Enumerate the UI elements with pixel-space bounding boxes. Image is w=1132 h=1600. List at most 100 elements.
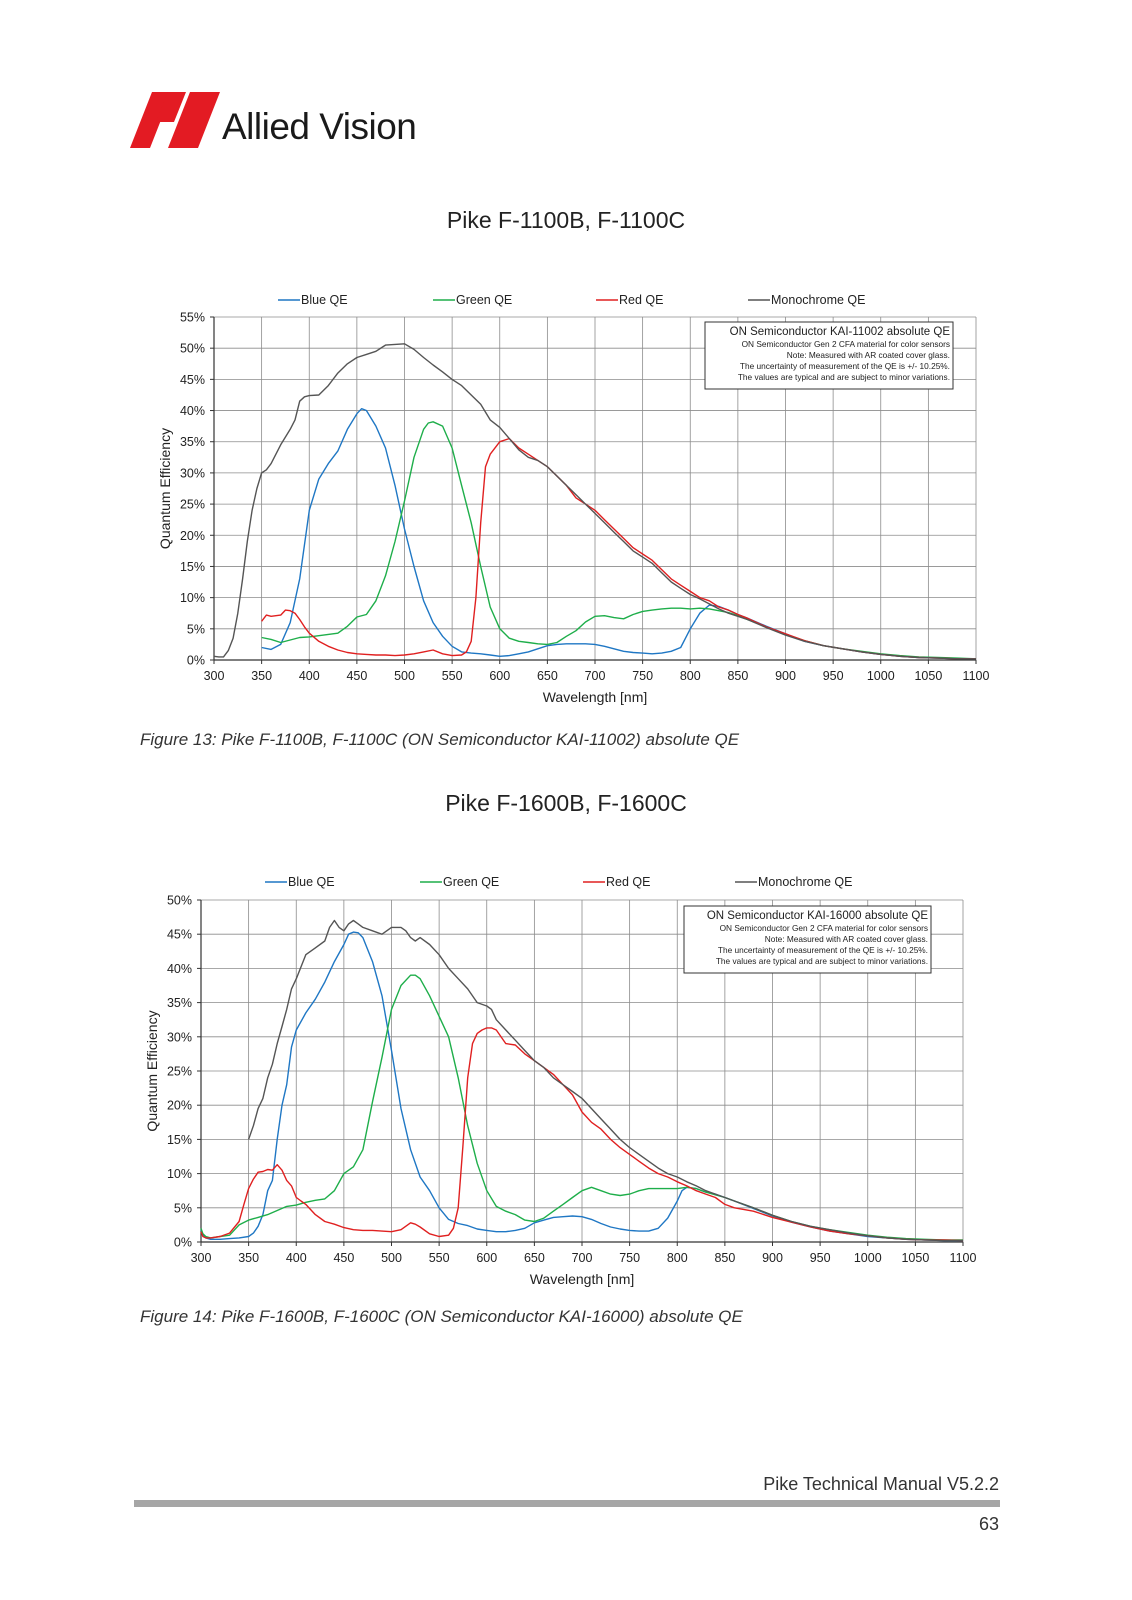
- x-tick-label: 350: [251, 669, 272, 683]
- y-tick-label: 0%: [174, 1236, 192, 1250]
- footer-divider: [134, 1500, 1000, 1507]
- figure-2-caption: Figure 14: Pike F-1600B, F-1600C (ON Sem…: [140, 1307, 743, 1326]
- annotation-note: The uncertainty of measurement of the QE…: [718, 945, 928, 955]
- x-tick-label: 950: [823, 669, 844, 683]
- brand-logo: Allied Vision: [130, 92, 430, 152]
- x-tick-label: 800: [680, 669, 701, 683]
- y-tick-label: 15%: [180, 560, 205, 574]
- y-tick-label: 45%: [167, 928, 192, 942]
- x-tick-label: 700: [585, 669, 606, 683]
- annotation-box: [704, 321, 954, 390]
- series-line-red-qe: [261, 437, 976, 660]
- logo-shape-right: [168, 92, 220, 148]
- legend-label: Red QE: [606, 875, 650, 889]
- x-tick-label: 550: [442, 669, 463, 683]
- y-tick-label: 45%: [180, 373, 205, 387]
- legend-label: Monochrome QE: [771, 293, 865, 307]
- x-tick-label: 750: [619, 1251, 640, 1265]
- legend-label: Green QE: [456, 293, 512, 307]
- qe-chart-kai-11002: 300 350 400 450 500 550 600 650 700 750 800 850 900 9…: [157, 293, 990, 705]
- x-tick-label: 900: [775, 669, 796, 683]
- y-tick-label: 40%: [180, 404, 205, 418]
- annotation-note: ON Semiconductor Gen 2 CFA material for …: [742, 339, 950, 349]
- y-tick-label: 20%: [167, 1099, 192, 1113]
- x-tick-label: 1100: [950, 1251, 977, 1265]
- legend-label: Green QE: [443, 875, 499, 889]
- y-tick-label: 50%: [180, 342, 205, 356]
- y-tick-label: 5%: [174, 1201, 192, 1215]
- y-tick-label: 25%: [167, 1065, 192, 1079]
- series-line-monochrome-qe: [247, 919, 963, 1242]
- logo-shape-left: [130, 92, 172, 148]
- y-axis-title: Quantum Efficiency: [144, 1010, 160, 1131]
- x-tick-label: 600: [476, 1251, 497, 1265]
- y-tick-label: 0%: [187, 654, 205, 668]
- legend-label: Red QE: [619, 293, 663, 307]
- x-tick-label: 1100: [963, 669, 990, 683]
- annotation-box: [683, 905, 932, 974]
- x-tick-label: 650: [537, 669, 558, 683]
- y-tick-label: 55%: [180, 311, 205, 325]
- y-tick-label: 10%: [180, 591, 205, 605]
- logo-shape-mid: [156, 92, 186, 122]
- figure-2-title: Pike F-1600B, F-1600C: [445, 790, 687, 816]
- x-tick-label: 1000: [867, 669, 895, 683]
- y-tick-label: 15%: [167, 1133, 192, 1147]
- y-tick-label: 20%: [180, 529, 205, 543]
- x-axis-title: Wavelength [nm]: [543, 689, 648, 705]
- figure-1-caption: Figure 13: Pike F-1100B, F-1100C (ON Sem…: [140, 730, 740, 749]
- x-tick-label: 300: [191, 1251, 212, 1265]
- x-tick-label: 450: [346, 669, 367, 683]
- x-tick-label: 450: [333, 1251, 354, 1265]
- y-tick-label: 5%: [187, 622, 205, 636]
- annotation-note: ON Semiconductor Gen 2 CFA material for …: [720, 923, 928, 933]
- manual-title: Pike Technical Manual V5.2.2: [763, 1474, 999, 1494]
- series-line-red-qe: [200, 1027, 964, 1242]
- x-axis-title: Wavelength [nm]: [530, 1271, 635, 1287]
- x-tick-label: 1000: [854, 1251, 882, 1265]
- x-tick-label: 300: [204, 669, 225, 683]
- series-line-monochrome-qe: [213, 343, 976, 660]
- x-tick-label: 700: [572, 1251, 593, 1265]
- x-tick-label: 650: [524, 1251, 545, 1265]
- x-tick-label: 500: [394, 669, 415, 683]
- x-tick-label: 400: [299, 669, 320, 683]
- annotation-note: Note: Measured with AR coated cover glas…: [765, 934, 928, 944]
- x-tick-label: 550: [429, 1251, 450, 1265]
- x-tick-label: 1050: [914, 669, 942, 683]
- figure-1-title: Pike F-1100B, F-1100C: [446, 207, 686, 233]
- x-tick-label: 350: [238, 1251, 259, 1265]
- y-tick-label: 30%: [180, 466, 205, 480]
- x-tick-label: 850: [714, 1251, 735, 1265]
- x-tick-label: 900: [762, 1251, 783, 1265]
- y-tick-label: 30%: [167, 1030, 192, 1044]
- y-tick-label: 25%: [180, 498, 205, 512]
- legend-label: Blue QE: [288, 875, 335, 889]
- page-number: 63: [978, 1514, 999, 1534]
- x-tick-label: 400: [286, 1251, 307, 1265]
- brand-name: Allied Vision: [222, 106, 417, 147]
- annotation-title: ON Semiconductor KAI-16000 absolute QE: [707, 910, 929, 922]
- annotation-note: The values are typical and are subject t…: [738, 372, 950, 382]
- x-tick-label: 750: [632, 669, 653, 683]
- annotation-title: ON Semiconductor KAI-11002 absolute QE: [730, 326, 951, 338]
- y-tick-label: 40%: [167, 962, 192, 976]
- y-tick-label: 35%: [167, 996, 192, 1010]
- allied-vision-logo-icon: [130, 92, 220, 148]
- x-tick-label: 500: [381, 1251, 402, 1265]
- y-tick-label: 35%: [180, 435, 205, 449]
- y-tick-label: 50%: [167, 894, 192, 908]
- x-tick-label: 800: [667, 1251, 688, 1265]
- annotation-note: Note: Measured with AR coated cover glas…: [787, 350, 950, 360]
- legend-label: Blue QE: [301, 293, 348, 307]
- legend-label: Monochrome QE: [758, 875, 852, 889]
- x-tick-label: 850: [727, 669, 748, 683]
- y-axis-title: Quantum Efficiency: [157, 428, 173, 549]
- x-tick-label: 950: [810, 1251, 831, 1265]
- qe-chart-kai-16000: 300 350 400 450 500 550 600 650 700 750 800 850 900 9…: [144, 875, 977, 1287]
- annotation-note: The values are typical and are subject t…: [716, 956, 928, 966]
- x-tick-label: 600: [489, 669, 510, 683]
- annotation-note: The uncertainty of measurement of the QE…: [740, 361, 950, 371]
- x-tick-label: 1050: [901, 1251, 929, 1265]
- y-tick-label: 10%: [167, 1167, 192, 1181]
